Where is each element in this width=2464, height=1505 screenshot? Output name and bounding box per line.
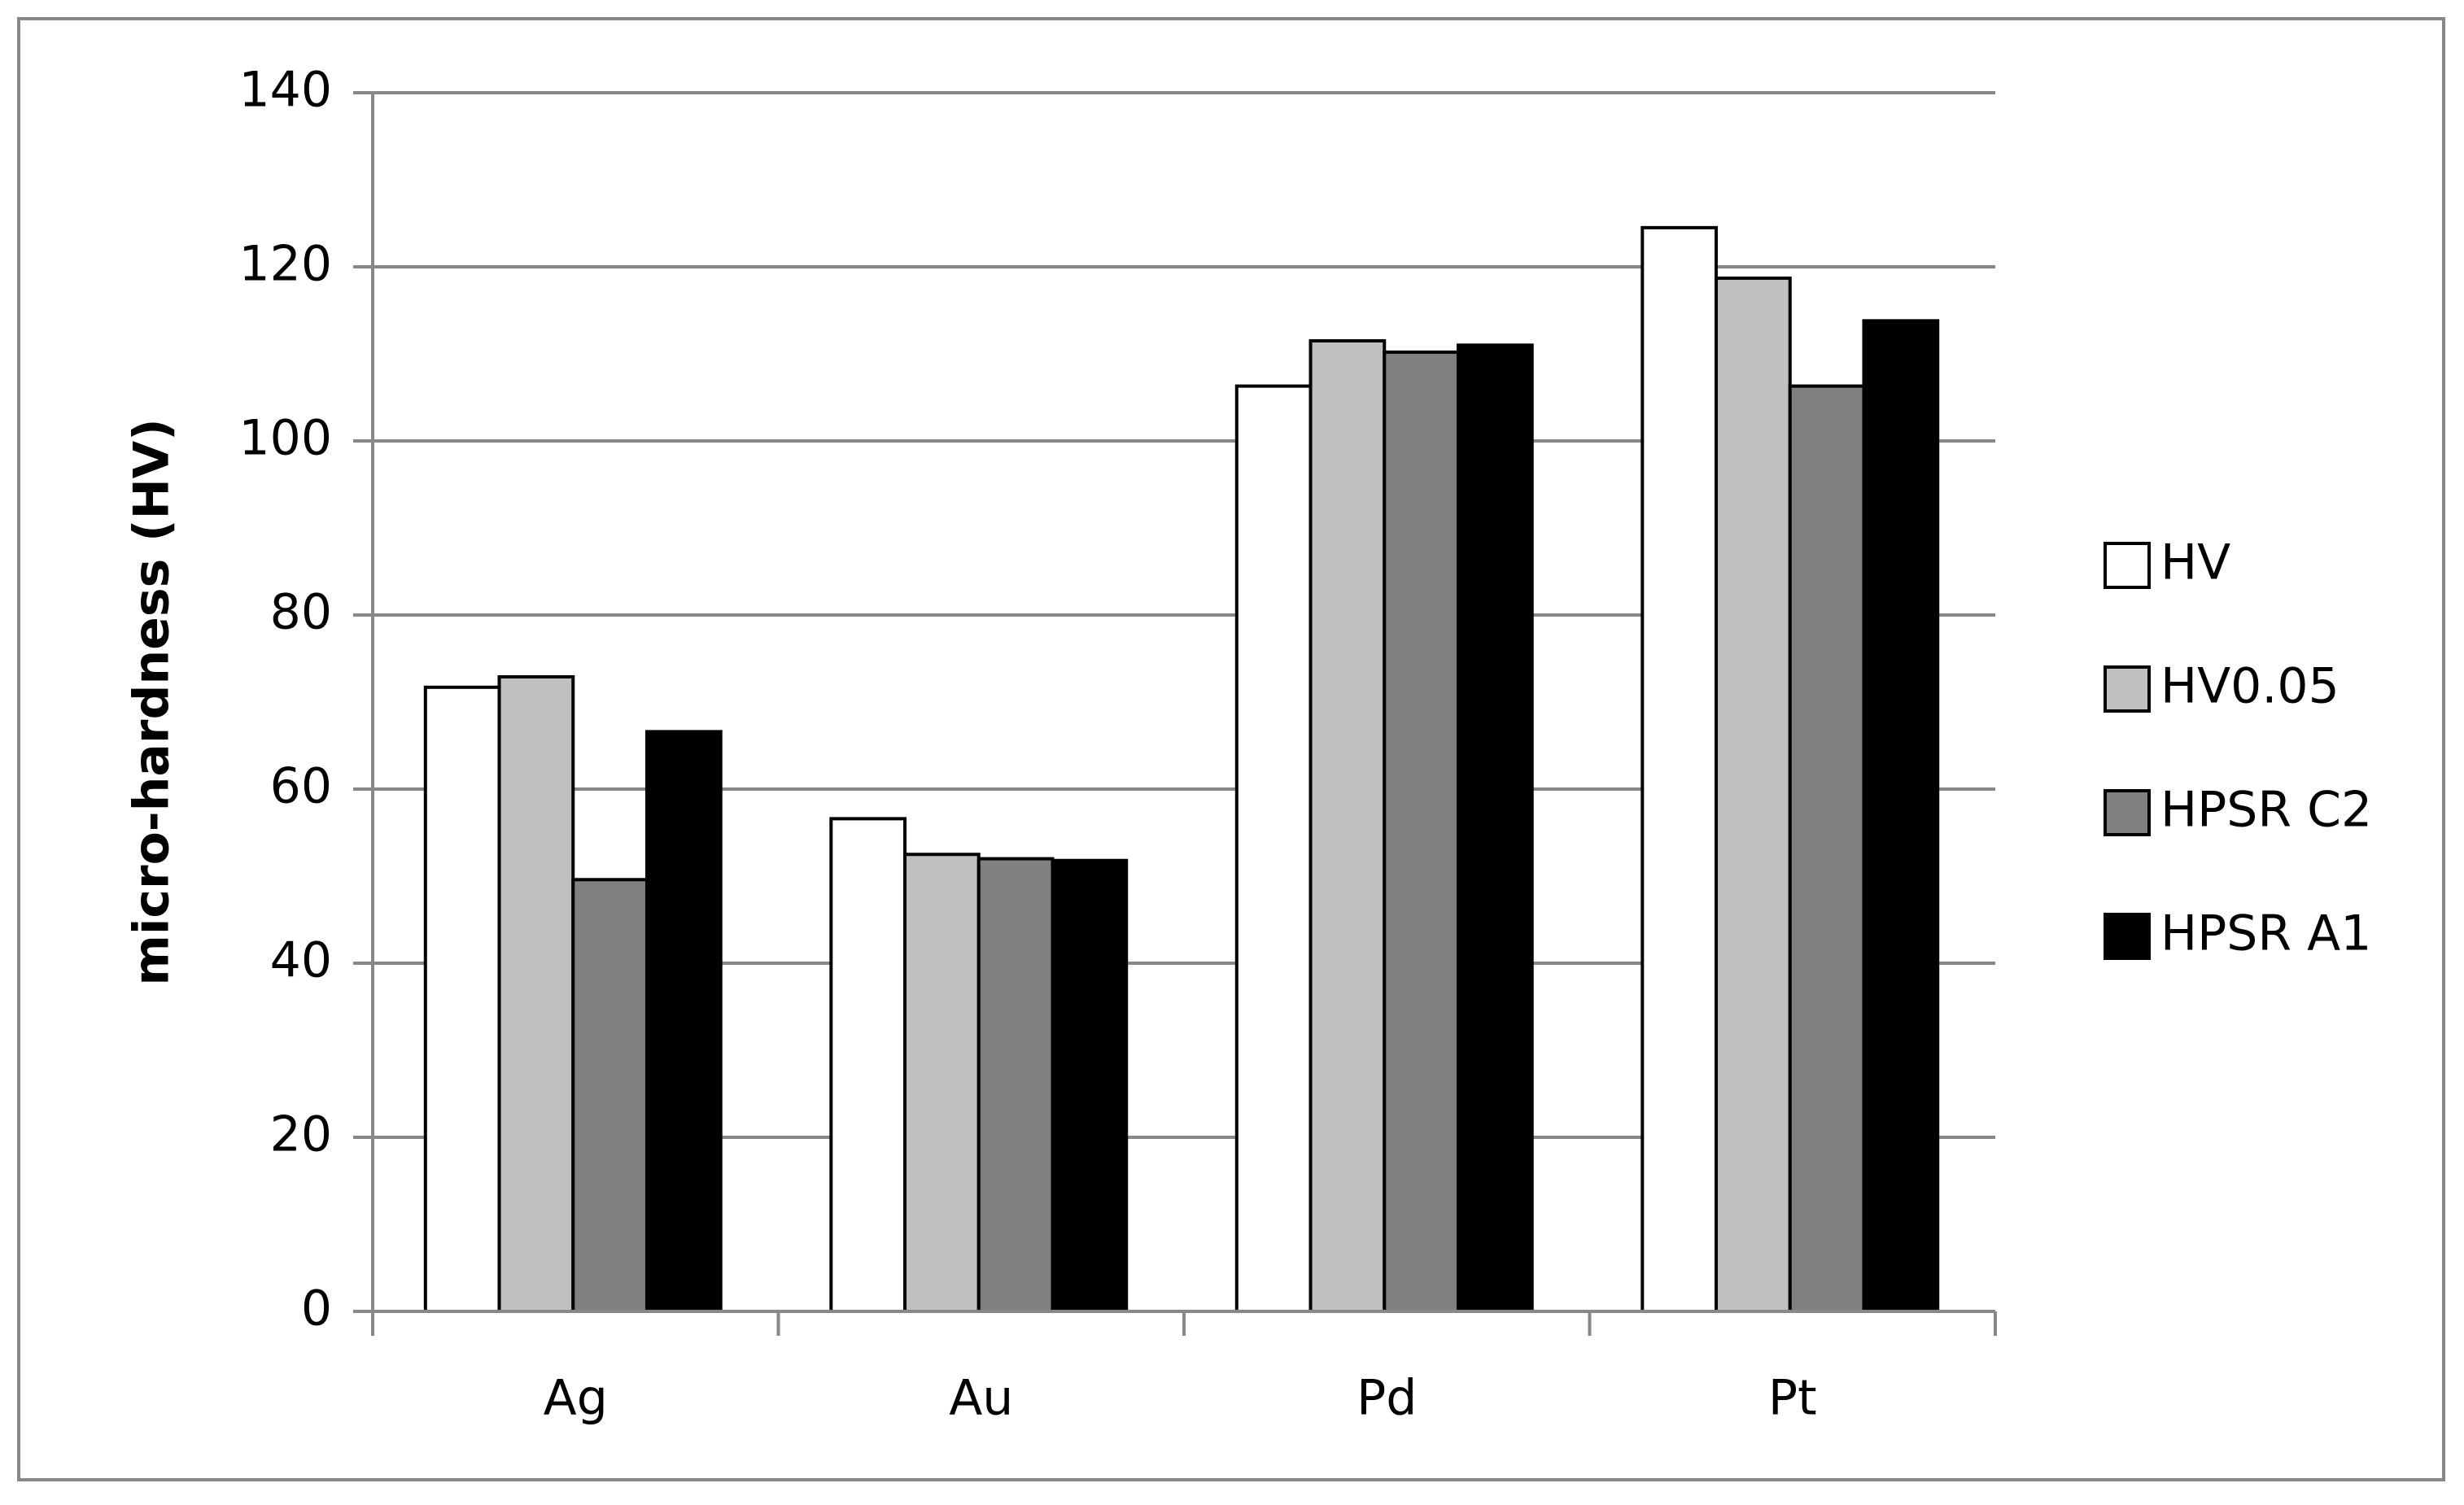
- x-tick-label: Au: [949, 1370, 1013, 1427]
- bar: [571, 878, 649, 1313]
- bar: [1051, 858, 1129, 1313]
- bar: [423, 685, 501, 1313]
- bar: [497, 674, 575, 1313]
- y-tick-label: 140: [238, 62, 332, 119]
- legend-swatch: [2104, 542, 2151, 589]
- y-tick-label: 120: [238, 236, 332, 293]
- bar: [829, 817, 907, 1313]
- legend-swatch: [2104, 789, 2151, 836]
- legend-label: HV: [2160, 534, 2230, 591]
- y-tick-label: 20: [270, 1106, 332, 1163]
- legend-swatch: [2104, 665, 2151, 713]
- y-tick-label: 40: [270, 932, 332, 989]
- legend-swatch: [2104, 913, 2151, 960]
- y-axis-title: micro-hardness (HV): [124, 418, 181, 985]
- legend-label: HPSR C2: [2160, 782, 2372, 839]
- bar: [1456, 343, 1534, 1313]
- bar: [1715, 276, 1792, 1313]
- bar: [644, 730, 723, 1313]
- y-tick-label: 0: [301, 1280, 332, 1337]
- bar: [1383, 350, 1460, 1313]
- x-tick-label: Ag: [544, 1370, 608, 1427]
- bar: [1788, 384, 1866, 1314]
- x-tick-label: Pt: [1768, 1370, 1817, 1427]
- bar: [1234, 384, 1313, 1314]
- y-tick-label: 60: [270, 758, 332, 815]
- chart-border: [17, 17, 2445, 1481]
- legend-label: HV0.05: [2160, 658, 2339, 715]
- y-tick-label: 100: [238, 410, 332, 467]
- bar: [903, 853, 981, 1313]
- y-tick-label: 80: [270, 584, 332, 641]
- x-tick-label: Pd: [1357, 1370, 1417, 1427]
- bar: [1640, 225, 1719, 1314]
- legend-label: HPSR A1: [2160, 905, 2371, 962]
- bar: [976, 857, 1055, 1313]
- bar: [1862, 319, 1940, 1314]
- bar: [1308, 338, 1387, 1314]
